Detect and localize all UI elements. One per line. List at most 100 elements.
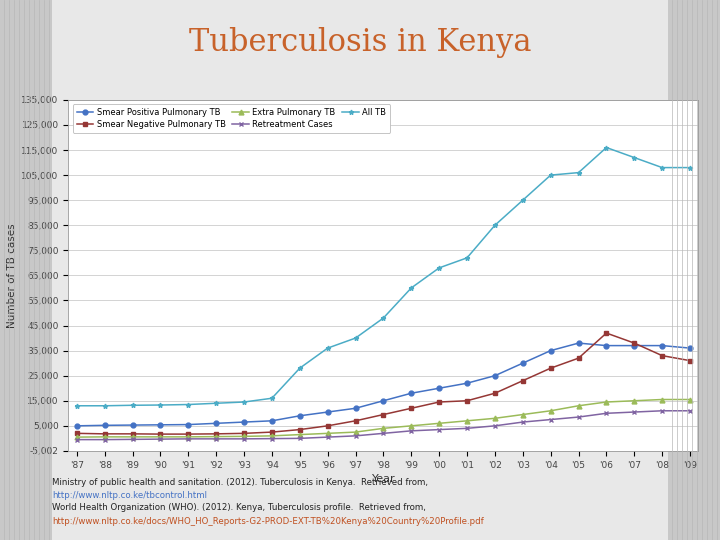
Extra Pulmonary TB xyxy=(128,434,137,440)
Smear Positiva Pulmonary TB xyxy=(630,342,639,349)
Smear Positiva Pulmonary TB xyxy=(575,340,583,346)
Smear Negative Pulmonary TB xyxy=(518,377,527,384)
All TB xyxy=(407,285,415,291)
Retreatment Cases xyxy=(240,436,248,442)
Y-axis label: Number of TB cases: Number of TB cases xyxy=(7,223,17,328)
Extra Pulmonary TB xyxy=(658,396,667,403)
Extra Pulmonary TB xyxy=(379,425,388,431)
Extra Pulmonary TB xyxy=(268,433,276,439)
Extra Pulmonary TB xyxy=(630,397,639,404)
Retreatment Cases xyxy=(630,409,639,415)
Text: Tuberculosis in Kenya: Tuberculosis in Kenya xyxy=(189,27,531,58)
Retreatment Cases xyxy=(128,436,137,443)
Extra Pulmonary TB xyxy=(156,434,165,440)
Retreatment Cases xyxy=(658,408,667,414)
Smear Negative Pulmonary TB xyxy=(685,357,694,364)
Smear Positiva Pulmonary TB xyxy=(546,347,555,354)
All TB xyxy=(602,144,611,151)
Line: Extra Pulmonary TB: Extra Pulmonary TB xyxy=(74,397,693,440)
Retreatment Cases xyxy=(575,414,583,420)
Smear Negative Pulmonary TB xyxy=(240,430,248,436)
Smear Positiva Pulmonary TB xyxy=(463,380,472,387)
Smear Negative Pulmonary TB xyxy=(212,430,220,437)
Extra Pulmonary TB xyxy=(546,408,555,414)
Text: World Health Organization (WHO). (2012). Kenya, Tuberculosis profile.  Retrieved: World Health Organization (WHO). (2012).… xyxy=(52,503,426,512)
All TB xyxy=(379,315,388,321)
Retreatment Cases xyxy=(490,423,499,429)
Retreatment Cases xyxy=(323,434,332,440)
Extra Pulmonary TB xyxy=(212,434,220,440)
Text: http://www.nltp.co.ke/tbcontrol.html: http://www.nltp.co.ke/tbcontrol.html xyxy=(52,491,207,501)
All TB xyxy=(490,222,499,228)
Text: http://www.nltp.co.ke/docs/WHO_HO_Reports-G2-PROD-EXT-TB%20Kenya%20Country%20Pro: http://www.nltp.co.ke/docs/WHO_HO_Report… xyxy=(52,517,484,526)
All TB xyxy=(351,335,360,341)
Legend: Smear Positiva Pulmonary TB, Smear Negative Pulmonary TB, Extra Pulmonary TB, Re: Smear Positiva Pulmonary TB, Smear Negat… xyxy=(73,104,390,133)
Smear Positiva Pulmonary TB xyxy=(184,421,192,428)
Smear Positiva Pulmonary TB xyxy=(602,342,611,349)
Retreatment Cases xyxy=(73,436,81,443)
Retreatment Cases xyxy=(295,435,304,442)
Smear Negative Pulmonary TB xyxy=(184,431,192,437)
All TB xyxy=(575,170,583,176)
All TB xyxy=(518,197,527,204)
Retreatment Cases xyxy=(602,410,611,416)
All TB xyxy=(295,365,304,372)
Smear Positiva Pulmonary TB xyxy=(323,409,332,415)
Extra Pulmonary TB xyxy=(407,423,415,429)
Smear Positiva Pulmonary TB xyxy=(379,397,388,404)
Extra Pulmonary TB xyxy=(100,434,109,440)
All TB xyxy=(212,400,220,407)
All TB xyxy=(630,154,639,161)
Smear Negative Pulmonary TB xyxy=(128,430,137,437)
All TB xyxy=(435,265,444,271)
Smear Positiva Pulmonary TB xyxy=(490,373,499,379)
Smear Positiva Pulmonary TB xyxy=(685,345,694,352)
Extra Pulmonary TB xyxy=(240,433,248,440)
Smear Negative Pulmonary TB xyxy=(602,330,611,336)
All TB xyxy=(658,164,667,171)
Smear Negative Pulmonary TB xyxy=(156,431,165,437)
Text: Ministry of public health and sanitation. (2012). Tuberculosis in Kenya.  Retrie: Ministry of public health and sanitation… xyxy=(52,478,428,487)
All TB xyxy=(685,164,694,171)
Extra Pulmonary TB xyxy=(463,417,472,424)
Smear Negative Pulmonary TB xyxy=(575,355,583,361)
All TB xyxy=(546,172,555,178)
Smear Positiva Pulmonary TB xyxy=(212,420,220,427)
Smear Positiva Pulmonary TB xyxy=(156,422,165,428)
Extra Pulmonary TB xyxy=(295,431,304,438)
Extra Pulmonary TB xyxy=(184,434,192,440)
Smear Negative Pulmonary TB xyxy=(379,411,388,418)
Retreatment Cases xyxy=(518,419,527,426)
All TB xyxy=(268,395,276,402)
Smear Positiva Pulmonary TB xyxy=(128,422,137,428)
Retreatment Cases xyxy=(407,428,415,434)
Line: All TB: All TB xyxy=(74,145,693,408)
Smear Negative Pulmonary TB xyxy=(630,340,639,346)
Smear Positiva Pulmonary TB xyxy=(100,422,109,429)
Retreatment Cases xyxy=(212,436,220,442)
Smear Positiva Pulmonary TB xyxy=(295,413,304,419)
Extra Pulmonary TB xyxy=(435,420,444,427)
Retreatment Cases xyxy=(156,436,165,442)
Retreatment Cases xyxy=(435,427,444,433)
All TB xyxy=(463,255,472,261)
Smear Positiva Pulmonary TB xyxy=(268,417,276,424)
Extra Pulmonary TB xyxy=(602,399,611,405)
Smear Positiva Pulmonary TB xyxy=(518,360,527,366)
Extra Pulmonary TB xyxy=(575,402,583,409)
Smear Positiva Pulmonary TB xyxy=(240,419,248,426)
Extra Pulmonary TB xyxy=(323,430,332,436)
Smear Negative Pulmonary TB xyxy=(268,429,276,435)
Line: Smear Positiva Pulmonary TB: Smear Positiva Pulmonary TB xyxy=(74,341,693,428)
Smear Negative Pulmonary TB xyxy=(73,430,81,436)
Smear Negative Pulmonary TB xyxy=(295,427,304,433)
Line: Retreatment Cases: Retreatment Cases xyxy=(74,408,693,442)
Retreatment Cases xyxy=(463,425,472,431)
All TB xyxy=(128,402,137,408)
Smear Negative Pulmonary TB xyxy=(100,430,109,437)
Smear Negative Pulmonary TB xyxy=(323,423,332,429)
Retreatment Cases xyxy=(351,433,360,439)
Smear Positiva Pulmonary TB xyxy=(407,390,415,396)
Smear Negative Pulmonary TB xyxy=(407,405,415,411)
Extra Pulmonary TB xyxy=(518,411,527,418)
